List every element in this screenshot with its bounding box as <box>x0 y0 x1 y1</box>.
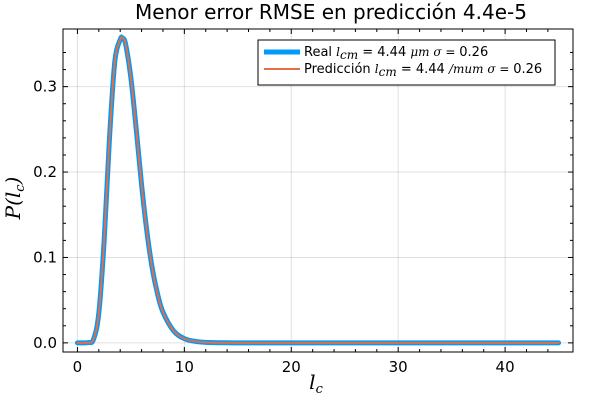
legend-label-0: Real lcm = 4.44 μm σ = 0.26 <box>304 45 488 62</box>
x-tick-label: 0 <box>73 358 83 376</box>
y-tick-label: 0.3 <box>33 78 57 96</box>
legend-box <box>257 39 556 86</box>
x-tick-label: 10 <box>175 358 194 376</box>
y-axis-label: P(lc) <box>1 177 28 221</box>
plot-frame <box>62 28 574 353</box>
x-tick-label: 20 <box>282 358 301 376</box>
series-line-1 <box>76 36 560 344</box>
y-tick-label: 0.2 <box>33 163 57 181</box>
x-tick-label: 40 <box>496 358 515 376</box>
x-axis-label: lc <box>309 370 323 397</box>
series-group <box>74 34 562 346</box>
legend-label-1: Predicción lcm = 4.44 /mum σ = 0.26 <box>304 62 542 79</box>
chart-title: Menor error RMSE en predicción 4.4e-5 <box>135 0 527 24</box>
y-tick-label: 0.0 <box>33 334 57 352</box>
tick-labels: 0 10 20 30 40 0.0 0.1 0.2 0.3 <box>33 78 515 376</box>
y-tick-label: 0.1 <box>33 248 57 266</box>
x-tick-label: 30 <box>389 358 408 376</box>
